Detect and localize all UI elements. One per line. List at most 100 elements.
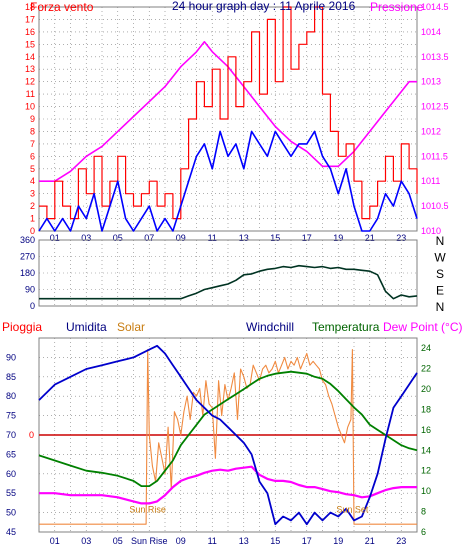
hour-tick-label: 11	[208, 536, 217, 546]
temperature-tick-label: 22	[421, 364, 431, 374]
direction-tick-label: 270	[20, 252, 35, 262]
pressure-tick-label: 1010	[421, 226, 441, 236]
temperature-tick-label: 12	[421, 466, 431, 476]
wind-tick-label: 1	[30, 214, 35, 224]
wind-tick-label: 14	[25, 52, 35, 62]
legend-rain: Pioggia	[2, 320, 42, 334]
wind-axis-label: Forza vento	[30, 0, 94, 14]
hour-tick-label: 23	[396, 536, 406, 546]
wind-tick-label: 17	[25, 14, 35, 24]
hour-tick-label: 05	[113, 233, 123, 243]
humidity-tick-label: 65	[6, 449, 16, 459]
pressure-tick-label: 1011.5	[421, 151, 448, 161]
hour-tick-label: 17	[302, 233, 312, 243]
temperature-tick-label: 14	[421, 445, 431, 455]
hour-tick-label: 03	[81, 233, 91, 243]
sun-annotation: Sun Rise	[129, 505, 166, 515]
compass-label: S	[436, 267, 444, 281]
hour-tick-label: 15	[270, 233, 280, 243]
compass-label: W	[434, 251, 446, 265]
pressure-tick-label: 1012.5	[421, 102, 449, 112]
humidity-tick-label: 90	[6, 352, 16, 362]
humidity-tick-label: 80	[6, 391, 16, 401]
temperature-tick-label: 8	[421, 507, 426, 517]
temperature-tick-label: 6	[421, 527, 426, 537]
wind-tick-label: 12	[25, 77, 35, 87]
hour-tick-label: 07	[144, 233, 154, 243]
sun-annotation: Sun Set	[336, 505, 369, 515]
pressure-tick-label: 1011	[421, 176, 440, 186]
direction-tick-label: 0	[30, 301, 35, 311]
panel3-ticks: 45 50 55 60 65 70 75 80 85 90 6 8 10 12 14 16 18 20 22 24 0 0…	[6, 343, 431, 546]
wind-gust-series	[39, 6, 418, 220]
pressure-tick-label: 1014	[421, 27, 441, 37]
panel1-series	[38, 6, 418, 232]
wind-pressure-panel: 012345678910111213141516171810101010.510…	[25, 0, 449, 243]
wind-tick-label: 16	[25, 27, 35, 37]
graph-title: 24 hour graph day : 11 Aprile 2016	[172, 0, 356, 13]
hour-tick-label: 01	[50, 233, 60, 243]
wind-average-series	[38, 130, 418, 232]
hour-tick-label: 21	[365, 233, 375, 243]
hour-tick-label: 21	[365, 536, 375, 546]
panel3-series	[38, 344, 418, 526]
hour-tick-label: 01	[50, 536, 60, 546]
wind-tick-label: 4	[30, 176, 35, 186]
compass-label: N	[436, 234, 445, 248]
hour-tick-label: Sun Rise	[131, 536, 168, 546]
pressure-tick-label: 1013.5	[421, 52, 449, 62]
temperature-series	[38, 370, 418, 487]
wind-tick-label: 2	[30, 201, 35, 211]
wind-tick-label: 3	[30, 189, 35, 199]
pressure-tick-label: 1012	[421, 126, 441, 136]
direction-tick-label: 90	[25, 285, 35, 295]
humidity-tick-label: 75	[6, 411, 16, 421]
panel2-series	[39, 264, 418, 300]
direction-tick-label: 360	[20, 235, 35, 245]
pressure-tick-label: 1014.5	[421, 2, 449, 12]
temperature-tick-label: 16	[421, 425, 431, 435]
hour-tick-label: 15	[270, 536, 280, 546]
hour-tick-label: 09	[176, 536, 186, 546]
panel1-ticks: 012345678910111213141516171810101010.510…	[25, 2, 449, 243]
compass-label: E	[436, 284, 444, 298]
legend-dew-point: Dew Point (°C)	[383, 320, 462, 334]
rain-value-label: 0	[29, 430, 34, 440]
hour-tick-label: 23	[396, 233, 406, 243]
humidity-tick-label: 85	[6, 372, 16, 382]
wind-tick-label: 13	[25, 64, 35, 74]
direction-tick-label: 180	[20, 268, 35, 278]
pressure-tick-label: 1010.5	[421, 201, 449, 211]
temperature-humidity-panel: 45 50 55 60 65 70 75 80 85 90 6 8 10 12 14 16 18 20 22 24 0 0…	[2, 320, 462, 546]
wind-tick-label: 5	[30, 164, 35, 174]
wind-tick-label: 6	[30, 151, 35, 161]
wind-tick-label: 0	[30, 226, 35, 236]
legend-humidity: Umidita	[66, 320, 107, 334]
pressure-axis-label: Pressione	[370, 0, 424, 14]
hour-tick-label: 19	[333, 536, 343, 546]
wind-tick-label: 9	[30, 114, 35, 124]
legend-windchill: Windchill	[246, 320, 294, 334]
hour-tick-label: 11	[208, 233, 217, 243]
legend-solar: Solar	[117, 320, 145, 334]
dew-point-series	[39, 465, 417, 505]
wind-tick-label: 18	[25, 2, 35, 12]
wind-tick-label: 10	[25, 102, 35, 112]
wind-direction-series	[39, 264, 418, 300]
hour-tick-label: 09	[176, 233, 186, 243]
hour-tick-label: 13	[239, 536, 249, 546]
hour-tick-label: 17	[302, 536, 312, 546]
panel2-grid	[39, 240, 417, 306]
humidity-tick-label: 50	[6, 508, 16, 518]
hour-tick-label: 05	[113, 536, 123, 546]
temperature-tick-label: 24	[421, 343, 431, 353]
hour-tick-label: 13	[239, 233, 249, 243]
temperature-tick-label: 20	[421, 384, 431, 394]
pressure-tick-label: 1013	[421, 77, 441, 87]
humidity-tick-label: 45	[6, 527, 16, 537]
hour-tick-label: 19	[333, 233, 343, 243]
